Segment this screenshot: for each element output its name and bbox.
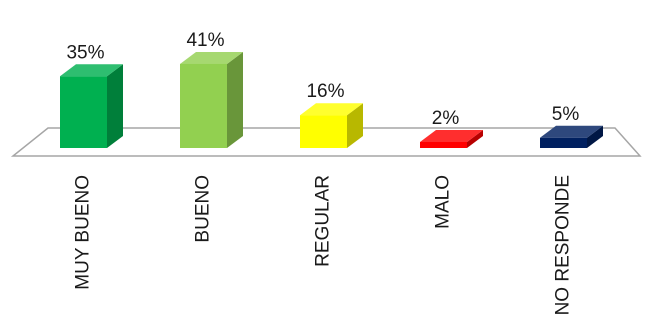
category-label: MALO [433,175,454,229]
category-label: BUENO [193,175,214,243]
bar-side-face [587,125,603,148]
bar-value-label: 2% [432,108,460,129]
bar-value-label: 35% [66,42,104,63]
category-label: NO RESPONDE [553,175,574,315]
bar-value-label: 16% [306,81,344,102]
bar-top-face [420,130,483,142]
bar-4 [540,125,603,148]
bar-2 [300,103,363,148]
bar-front-face [300,115,347,148]
bar-side-face [467,130,483,148]
bar-top-face [180,51,243,64]
category-label: MUY BUENO [73,175,94,290]
bar-top-face [540,125,603,138]
bar-front-face [180,63,227,149]
bar-top-face [60,64,123,77]
bar-front-face [420,142,467,148]
bar-side-face [347,103,363,148]
bar-1 [180,51,243,149]
bar-front-face [60,76,107,148]
bar-side-face [227,51,243,149]
bar-value-label: 41% [186,30,224,51]
bar-top-face [300,103,363,116]
bar-value-label: 5% [552,104,580,125]
bar-side-face [107,64,123,148]
bar-front-face [540,137,587,148]
bar-0 [60,64,123,148]
bar-3 [420,130,483,148]
category-label: REGULAR [313,175,334,267]
